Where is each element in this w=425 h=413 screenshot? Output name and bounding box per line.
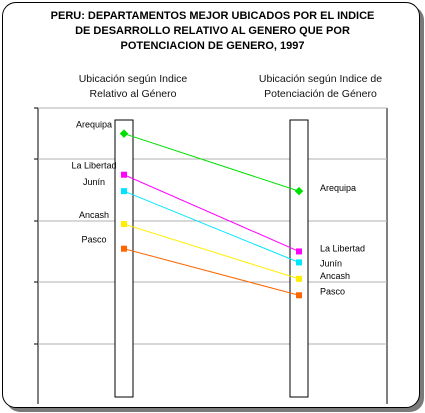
- left-axis-label-line-1: Ubicación según Indice: [78, 73, 188, 85]
- right-label-4: Pasco: [320, 286, 345, 296]
- left-label-1: La Libertad: [71, 161, 116, 171]
- right-label-3: Ancash: [320, 271, 350, 281]
- right-marker-0: [294, 186, 304, 196]
- series-line-0: [123, 133, 300, 192]
- series-line-1: [123, 174, 300, 252]
- chart-frame: [2, 2, 420, 408]
- series-line-3: [123, 223, 300, 280]
- chart-title-line-2: DE DESARROLLO RELATIVO AL GENERO QUE POR: [75, 25, 350, 37]
- series-line-2: [123, 190, 300, 263]
- right-label-0: Arequipa: [320, 183, 356, 193]
- right-label-1: La Libertad: [320, 243, 365, 253]
- chart-title-line-3: POTENCIACION DE GENERO, 1997: [120, 40, 305, 52]
- right-axis-label-line-2: Potenciación de Género: [264, 88, 377, 100]
- left-axis-label-line-2: Relativo al Género: [89, 88, 177, 100]
- left-label-4: Pasco: [81, 235, 106, 245]
- right-marker-2: [296, 259, 302, 266]
- series-line-4: [123, 248, 300, 296]
- left-marker-2: [121, 188, 127, 195]
- chart-title-line-1: PERU: DEPARTAMENTOS MEJOR UBICADOS POR E…: [50, 10, 375, 22]
- left-marker-1: [121, 171, 127, 178]
- left-label-0: Arequipa: [76, 120, 112, 130]
- left-label-3: Ancash: [79, 210, 109, 220]
- right-rank-column: [289, 119, 309, 398]
- left-label-2: Junín: [83, 177, 105, 187]
- left-rank-column: [114, 119, 134, 398]
- right-label-2: Junín: [320, 258, 342, 268]
- right-marker-1: [296, 248, 302, 255]
- right-axis-label-line-1: Ubicación según Indice de: [258, 73, 383, 85]
- left-marker-0: [119, 129, 129, 138]
- right-marker-4: [296, 292, 302, 299]
- right-marker-3: [296, 275, 302, 282]
- left-marker-3: [121, 221, 127, 228]
- left-marker-4: [121, 245, 127, 252]
